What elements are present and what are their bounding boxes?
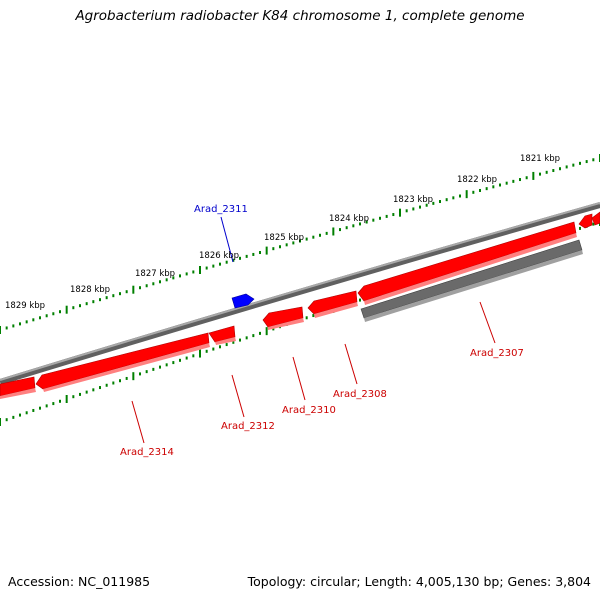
gene-arad-2309[interactable] — [357, 221, 577, 302]
tick-label: 1826 kbp — [199, 251, 239, 261]
tick-label: 1825 kbp — [264, 233, 304, 243]
gene-arad-2305[interactable] — [591, 211, 600, 226]
callout-line-arad-2310 — [292, 356, 306, 401]
tick-label: 1827 kbp — [135, 269, 175, 279]
tick-labels: 1821 kbp 1822 kbp 1823 kbp 1824 kbp 1825… — [5, 154, 560, 311]
tick-label: 1829 kbp — [5, 301, 45, 311]
reverse-gene-track — [0, 211, 600, 399]
gene-arad-2314-shade — [43, 343, 210, 392]
gene-arad-2311[interactable] — [231, 293, 255, 309]
gene-arad-2313-shade — [0, 388, 36, 399]
gene-arad-2314[interactable] — [35, 332, 210, 390]
callout-line-arad-2314 — [131, 400, 145, 444]
callout-line-arad-2312 — [231, 374, 245, 418]
gene-arad-2308[interactable] — [307, 290, 358, 315]
gene-label-arad-2310[interactable]: Arad_2310 — [282, 405, 336, 416]
map-title: Agrobacterium radiobacter K84 chromosome… — [75, 8, 525, 24]
gene-labels: Arad_2311 Arad_2307 Arad_2308 Arad_2310 … — [120, 204, 524, 458]
genome-summary-text: Topology: circular; Length: 4,005,130 bp… — [247, 574, 591, 589]
gene-arad-2306[interactable] — [578, 213, 593, 229]
accession-text: Accession: NC_011985 — [8, 574, 151, 589]
forward-gene-track — [231, 293, 255, 309]
outer-tick-track — [0, 154, 600, 334]
genome-backbone-highlight — [0, 202, 600, 381]
callout-line-arad-2307 — [479, 301, 496, 344]
gene-arad-2308-shade — [314, 302, 358, 318]
gene-label-arad-2308[interactable]: Arad_2308 — [333, 389, 387, 400]
callout-lines — [131, 216, 496, 444]
callout-line-arad-2311 — [220, 216, 234, 263]
gene-arad-2307-shade — [364, 250, 583, 322]
tick-label: 1828 kbp — [70, 285, 110, 295]
tick-label: 1822 kbp — [457, 175, 497, 185]
gene-arad-2312-shade — [215, 337, 236, 345]
gene-label-arad-2314[interactable]: Arad_2314 — [120, 447, 174, 458]
tick-label: 1821 kbp — [520, 154, 560, 164]
callout-line-arad-2308 — [344, 343, 358, 385]
tick-label: 1824 kbp — [329, 214, 369, 224]
gene-label-arad-2312[interactable]: Arad_2312 — [221, 421, 275, 432]
gene-arad-2310-shade — [268, 318, 304, 330]
gene-label-arad-2307[interactable]: Arad_2307 — [470, 348, 524, 359]
tick-label: 1823 kbp — [393, 195, 433, 205]
gene-arad-2310[interactable] — [262, 306, 304, 328]
gene-arad-2309-shade — [364, 233, 577, 305]
other-feature-track — [360, 239, 583, 322]
gene-label-arad-2311[interactable]: Arad_2311 — [194, 204, 248, 215]
genome-backbone — [0, 202, 600, 385]
